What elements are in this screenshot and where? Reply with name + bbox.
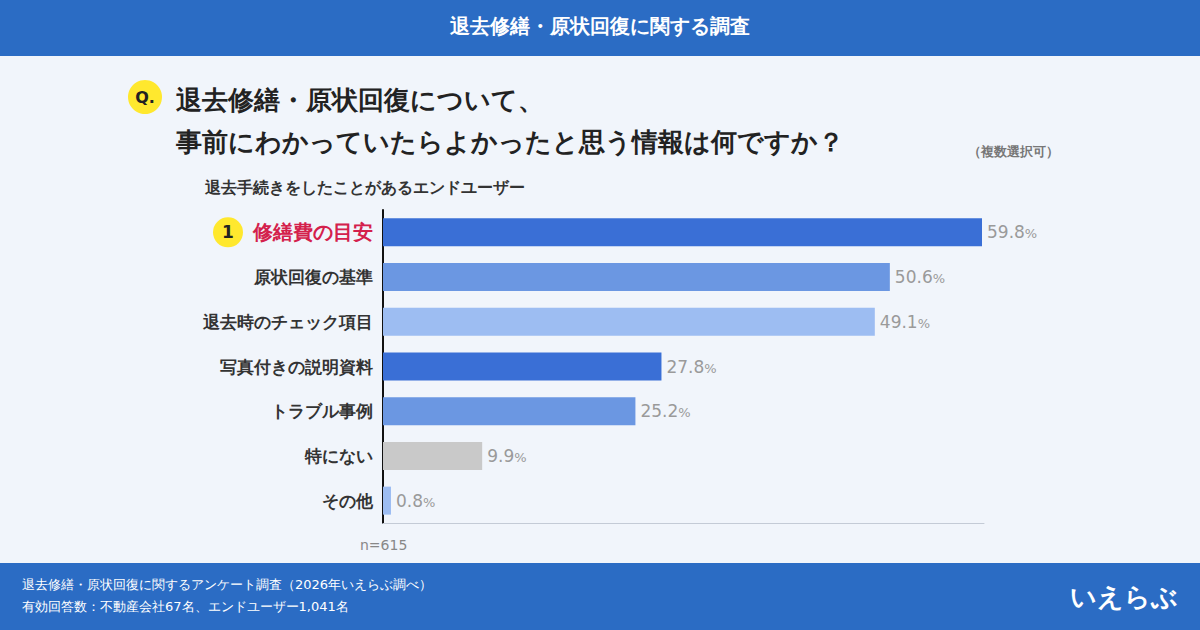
svg-text:59.8: 59.8 (987, 222, 1025, 242)
svg-text:退去修繕・原状回復に関するアンケート調査（2026年いえらぶ: 退去修繕・原状回復に関するアンケート調査（2026年いえらぶ調べ） (22, 577, 432, 592)
svg-text:退去手続きをしたことがあるエンドユーザー: 退去手続きをしたことがあるエンドユーザー (204, 178, 525, 197)
svg-text:退去時のチェック項目: 退去時のチェック項目 (202, 312, 373, 332)
svg-text:49.1: 49.1 (880, 312, 918, 332)
svg-text:%: % (423, 495, 435, 510)
svg-text:n=615: n=615 (360, 537, 407, 553)
svg-text:修繕費の目安: 修繕費の目安 (252, 220, 373, 244)
svg-text:トラブル事例: トラブル事例 (271, 401, 373, 421)
svg-text:%: % (918, 316, 930, 331)
svg-text:その他: その他 (322, 491, 374, 511)
svg-text:1: 1 (222, 222, 234, 242)
svg-text:退去修繕・原状回復について、: 退去修繕・原状回復について、 (176, 85, 544, 115)
svg-text:退去修繕・原状回復に関する調査: 退去修繕・原状回復に関する調査 (449, 14, 750, 38)
svg-text:%: % (933, 271, 945, 286)
svg-text:50.6: 50.6 (895, 267, 933, 287)
svg-text:写真付きの説明資料: 写真付きの説明資料 (220, 357, 373, 377)
svg-text:有効回答数：不動産会社67名、エンドユーザー1,041名: 有効回答数：不動産会社67名、エンドユーザー1,041名 (22, 599, 349, 614)
svg-text:0.8: 0.8 (396, 491, 423, 511)
svg-text:25.2: 25.2 (640, 401, 678, 421)
svg-text:事前にわかっていたらよかったと思う情報は何ですか？: 事前にわかっていたらよかったと思う情報は何ですか？ (175, 127, 844, 157)
svg-text:原状回復の基準: 原状回復の基準 (253, 267, 373, 287)
svg-text:（複数選択可）: （複数選択可） (968, 144, 1059, 159)
svg-text:%: % (678, 405, 690, 420)
svg-text:特にない: 特にない (304, 446, 373, 466)
svg-text:いえらぶ: いえらぶ (1070, 582, 1178, 612)
svg-text:%: % (1025, 226, 1037, 241)
svg-text:9.9: 9.9 (487, 446, 514, 466)
svg-text:%: % (514, 450, 526, 465)
svg-text:%: % (704, 361, 716, 376)
svg-text:27.8: 27.8 (666, 357, 704, 377)
svg-text:Q.: Q. (135, 88, 155, 107)
